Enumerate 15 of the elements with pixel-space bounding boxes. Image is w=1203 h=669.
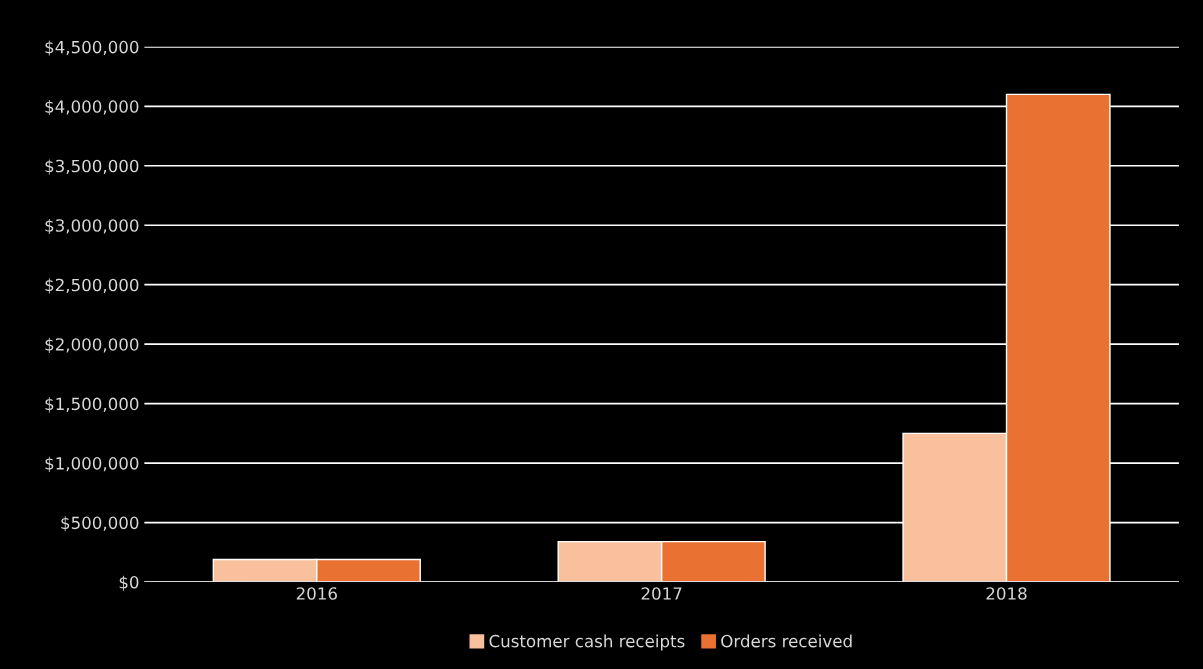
- y-tick-label: $1,500,000: [45, 397, 139, 413]
- legend-label: Orders received: [721, 634, 852, 648]
- y-tick-label: $500,000: [61, 516, 139, 532]
- x-tick-label: 2017: [641, 587, 682, 600]
- y-tick-label: $4,500,000: [45, 40, 139, 56]
- y-tick-label: $2,500,000: [45, 278, 139, 294]
- y-tick-label: $0: [119, 575, 139, 591]
- y-tick-label: $2,000,000: [45, 337, 139, 353]
- y-tick-label: $1,000,000: [45, 456, 139, 472]
- y-tick-label: $3,500,000: [45, 159, 139, 175]
- x-tick-label: 2016: [296, 587, 337, 600]
- legend-label: Customer cash receipts: [489, 634, 685, 651]
- y-tick-label: $3,000,000: [45, 218, 139, 235]
- x-tick-label: 2018: [986, 587, 1027, 600]
- y-tick-label: $4,000,000: [45, 99, 139, 116]
